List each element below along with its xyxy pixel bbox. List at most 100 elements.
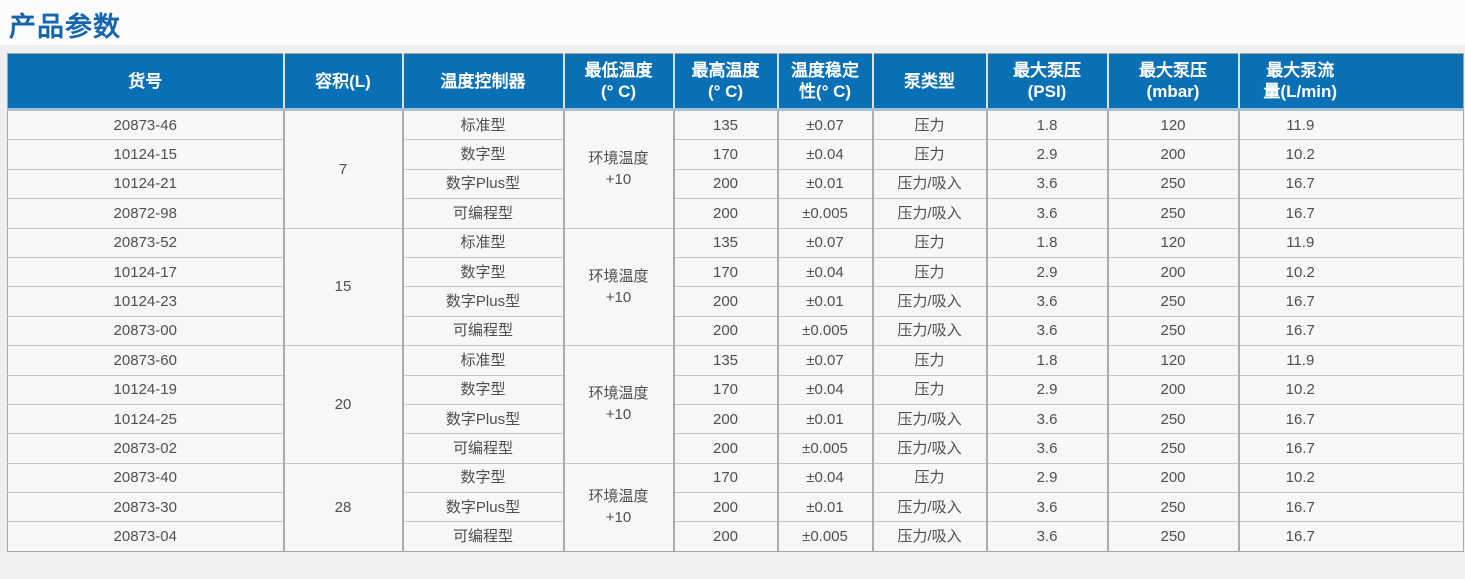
cell-max-pressure-mbar: 250 (1106, 492, 1239, 522)
col-header-volume: 容积(L) (282, 53, 403, 111)
table-row: 20873-00 可编程型 200 ±0.005 压力/吸入 3.6 250 16.7 (7, 315, 1464, 346)
cell-max-flow: 10.2 (1237, 256, 1464, 287)
cell-stability: ±0.04 (776, 462, 873, 493)
cell-volume: 7 (282, 109, 403, 229)
cell-max-temp: 135 (672, 345, 778, 376)
cell-item-no: 20873-40 (7, 462, 284, 493)
cell-stability: ±0.04 (776, 139, 873, 170)
cell-item-no: 20873-60 (7, 345, 284, 376)
cell-min-temp: 环境温度 +10 (562, 462, 674, 552)
cell-item-no: 20873-46 (7, 108, 284, 140)
cell-item-no: 20872-98 (7, 198, 284, 229)
cell-controller: 数字型 (401, 374, 564, 405)
cell-pump-type: 压力/吸入 (871, 286, 987, 317)
cell-pump-type: 压力/吸入 (871, 403, 987, 434)
cell-max-pressure-psi: 3.6 (985, 492, 1108, 522)
cell-controller: 标准型 (401, 227, 564, 258)
cell-stability: ±0.005 (776, 198, 873, 229)
cell-max-pressure-mbar: 250 (1106, 403, 1239, 434)
cell-item-no: 10124-15 (7, 139, 284, 170)
cell-max-pressure-mbar: 200 (1106, 256, 1239, 287)
cell-item-no: 20873-30 (7, 492, 284, 522)
cell-max-pressure-mbar: 250 (1106, 198, 1239, 229)
cell-stability: ±0.01 (776, 403, 873, 434)
cell-item-no: 20873-04 (7, 521, 284, 552)
cell-pump-type: 压力/吸入 (871, 433, 987, 464)
col-header-stability: 温度稳定 性(° C) (776, 53, 873, 111)
cell-pump-type: 压力 (871, 139, 987, 170)
cell-stability: ±0.07 (776, 345, 873, 376)
table-row: 10124-17 数字型 170 ±0.04 压力 2.9 200 10.2 (7, 256, 1464, 287)
cell-max-pressure-psi: 3.6 (985, 433, 1108, 464)
cell-controller: 数字Plus型 (401, 403, 564, 434)
cell-max-temp: 200 (672, 521, 778, 552)
cell-controller: 可编程型 (401, 521, 564, 552)
col-header-controller: 温度控制器 (401, 53, 564, 111)
cell-pump-type: 压力 (871, 108, 987, 140)
table-row: 20872-98 可编程型 200 ±0.005 压力/吸入 3.6 250 16.7 (7, 198, 1464, 229)
cell-max-flow: 10.2 (1237, 139, 1464, 170)
cell-stability: ±0.005 (776, 433, 873, 464)
cell-max-pressure-mbar: 250 (1106, 286, 1239, 317)
cell-max-flow: 10.2 (1237, 374, 1464, 405)
col-header-max-pressure-psi: 最大泵压 (PSI) (985, 53, 1108, 111)
table-row: 10124-21 数字Plus型 200 ±0.01 压力/吸入 3.6 250 16.7 (7, 168, 1464, 199)
spec-table-head: 货号 容积(L) 温度控制器 最低温度 (° C) 最高温度 (° C) 温度稳… (7, 53, 1464, 111)
cell-max-flow: 16.7 (1237, 492, 1464, 522)
spec-table-body: 20873-46 7 标准型 环境温度 +10 135 ±0.07 压力 1.8 120 11.9… (7, 108, 1464, 552)
product-spec-table: 货号 容积(L) 温度控制器 最低温度 (° C) 最高温度 (° C) 温度稳… (7, 53, 1464, 552)
cell-min-temp: 环境温度 +10 (562, 109, 674, 229)
cell-controller: 数字Plus型 (401, 492, 564, 522)
cell-stability: ±0.01 (776, 168, 873, 199)
cell-max-pressure-mbar: 200 (1106, 139, 1239, 170)
cell-max-pressure-mbar: 250 (1106, 433, 1239, 464)
cell-max-pressure-psi: 3.6 (985, 403, 1108, 434)
cell-item-no: 10124-23 (7, 286, 284, 317)
cell-controller: 数字型 (401, 256, 564, 287)
table-row: 10124-23 数字Plus型 200 ±0.01 压力/吸入 3.6 250 16.7 (7, 286, 1464, 317)
cell-max-temp: 200 (672, 286, 778, 317)
cell-max-pressure-mbar: 120 (1106, 227, 1239, 258)
cell-max-temp: 170 (672, 462, 778, 493)
table-row: 10124-15 数字型 170 ±0.04 压力 2.9 200 10.2 (7, 139, 1464, 170)
cell-max-flow: 16.7 (1237, 521, 1464, 552)
cell-max-pressure-psi: 3.6 (985, 315, 1108, 346)
cell-max-pressure-psi: 3.6 (985, 286, 1108, 317)
cell-max-flow: 16.7 (1237, 168, 1464, 199)
cell-pump-type: 压力/吸入 (871, 168, 987, 199)
page-title: 产品参数 (9, 12, 121, 42)
cell-max-pressure-mbar: 250 (1106, 315, 1239, 346)
cell-max-pressure-psi: 2.9 (985, 462, 1108, 493)
cell-pump-type: 压力 (871, 345, 987, 376)
table-row: 20873-60 20 标准型 环境温度 +10 135 ±0.07 压力 1.8 120 11.… (7, 345, 1464, 464)
cell-max-pressure-psi: 2.9 (985, 139, 1108, 170)
cell-max-pressure-psi: 3.6 (985, 198, 1108, 229)
cell-item-no: 10124-17 (7, 256, 284, 287)
cell-max-temp: 200 (672, 198, 778, 229)
table-row: 20873-46 7 标准型 环境温度 +10 135 ±0.07 压力 1.8 120 11.9 (7, 108, 1464, 229)
cell-max-pressure-mbar: 200 (1106, 462, 1239, 493)
col-header-item-no: 货号 (7, 53, 284, 111)
cell-max-temp: 200 (672, 168, 778, 199)
table-row: 20873-30 数字Plus型 200 ±0.01 压力/吸入 3.6 250 16.7 (7, 492, 1464, 522)
cell-max-flow: 16.7 (1237, 403, 1464, 434)
cell-stability: ±0.01 (776, 492, 873, 522)
cell-volume: 20 (282, 345, 403, 464)
cell-stability: ±0.005 (776, 521, 873, 552)
cell-pump-type: 压力/吸入 (871, 198, 987, 229)
cell-max-temp: 200 (672, 433, 778, 464)
cell-stability: ±0.005 (776, 315, 873, 346)
cell-volume: 15 (282, 227, 403, 346)
cell-controller: 标准型 (401, 108, 564, 140)
table-row: 10124-25 数字Plus型 200 ±0.01 压力/吸入 3.6 250 16.7 (7, 403, 1464, 434)
cell-controller: 可编程型 (401, 433, 564, 464)
col-header-max-pressure-mbar: 最大泵压 (mbar) (1106, 53, 1239, 111)
cell-max-pressure-mbar: 250 (1106, 521, 1239, 552)
table-row: 20873-02 可编程型 200 ±0.005 压力/吸入 3.6 250 16.7 (7, 433, 1464, 464)
cell-item-no: 20873-02 (7, 433, 284, 464)
cell-max-pressure-mbar: 120 (1106, 108, 1239, 140)
cell-max-temp: 170 (672, 139, 778, 170)
cell-max-pressure-psi: 2.9 (985, 374, 1108, 405)
cell-stability: ±0.07 (776, 227, 873, 258)
